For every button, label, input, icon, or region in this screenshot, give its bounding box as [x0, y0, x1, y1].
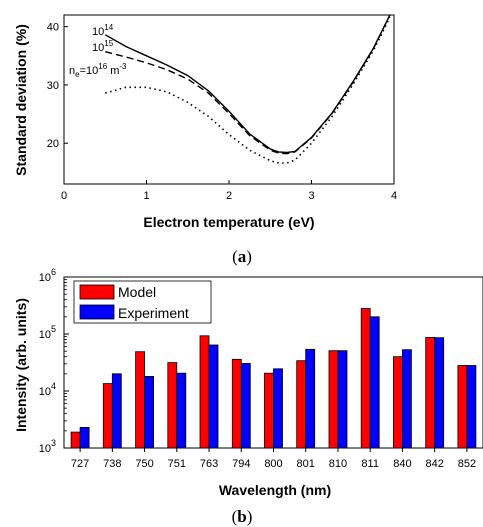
y-tick-label: 104 [39, 381, 56, 398]
y-tick-label: 106 [39, 267, 56, 284]
bar-model-751 [167, 362, 178, 449]
bar-model-750 [135, 351, 146, 449]
x-tick-label: 2 [226, 190, 232, 202]
x-tick-label: 794 [232, 458, 250, 470]
bar-experiment-801 [305, 348, 316, 449]
bar-experiment-852 [466, 365, 477, 449]
x-tick-label: 763 [200, 458, 218, 470]
legend-swatch-experiment [79, 304, 115, 320]
y-tick-label: 105 [39, 324, 56, 341]
series-line-2 [105, 16, 391, 164]
bar-experiment-842 [434, 337, 445, 449]
y-axis-title-b: Intensity (arb. units) [13, 298, 29, 432]
bar-model-800 [264, 372, 274, 449]
panel-b-caption: (b) [232, 507, 253, 526]
bar-experiment-811 [369, 316, 380, 449]
x-tick-label: 751 [168, 458, 186, 470]
bar-model-727 [70, 431, 81, 449]
bar-experiment-751 [176, 372, 187, 449]
bar-experiment-840 [401, 349, 412, 449]
legend-label-model: Model [118, 284, 156, 300]
bar-model-840 [392, 356, 403, 449]
panel-a: 0 1 2 3 4 20 30 40 1014 1015 ne=1016 m-3 Electr… [13, 14, 397, 266]
x-axis-title-b: Wavelength (nm) [219, 482, 331, 498]
x-tick-label: 842 [425, 458, 443, 470]
x-tick-label: 750 [135, 458, 153, 470]
series-label-1e15: 1015 [92, 39, 114, 54]
x-tick-label: 810 [329, 458, 347, 470]
legend-label-experiment: Experiment [118, 305, 189, 321]
y-tick-label: 30 [47, 80, 59, 92]
y-tick-label: 103 [39, 438, 56, 455]
legend: Model Experiment [73, 280, 212, 324]
panel-b: 727 738 750 751 763 794 800 801 810 811 840 842 852 1… [13, 267, 483, 526]
panel-a-marks [104, 14, 391, 164]
panel-a-ticks: 0 1 2 3 4 20 30 40 [47, 22, 397, 202]
bar-model-811 [360, 308, 371, 449]
bar-model-842 [425, 336, 436, 449]
x-tick-label: 852 [458, 458, 476, 470]
x-tick-label: 1 [143, 190, 149, 202]
bar-model-763 [199, 335, 210, 449]
y-axis-title: Standard deviation (%) [13, 24, 29, 176]
x-tick-label: 840 [393, 458, 411, 470]
bar-experiment-727 [79, 426, 90, 449]
bar-experiment-794 [240, 362, 251, 449]
series-label-1e14: 1014 [92, 23, 114, 38]
x-tick-label: 0 [61, 190, 67, 202]
panel-a-caption: (a) [232, 247, 252, 266]
x-tick-label: 738 [103, 458, 121, 470]
y-tick-label: 20 [47, 138, 59, 150]
series-line-1 [105, 14, 391, 155]
panel-b-ticks: 727 738 750 751 763 794 800 801 810 811 840 842 852 1… [39, 267, 476, 470]
bar-model-810 [328, 350, 339, 449]
bar-model-738 [102, 383, 113, 449]
x-tick-label: 727 [71, 458, 89, 470]
bar-experiment-763 [208, 344, 219, 449]
x-tick-label: 811 [361, 458, 379, 470]
panel-a-plot-frame [63, 14, 395, 185]
panel-b-marks [70, 308, 477, 449]
x-tick-label: 3 [308, 190, 314, 202]
series-label-1e16: ne=1016 m-3 [69, 62, 127, 79]
bar-model-794 [231, 358, 242, 449]
x-tick-label: 800 [264, 458, 282, 470]
bar-experiment-810 [337, 350, 348, 449]
series-line-0 [104, 14, 391, 154]
bar-model-801 [296, 360, 307, 449]
bar-experiment-800 [273, 368, 283, 449]
legend-swatch-model [79, 284, 115, 300]
y-tick-label: 40 [47, 22, 59, 34]
x-tick-label: 4 [391, 190, 397, 202]
bar-experiment-738 [111, 373, 122, 449]
bar-model-852 [457, 365, 468, 449]
x-tick-label: 801 [297, 458, 315, 470]
bar-experiment-750 [144, 375, 155, 449]
x-axis-title: Electron temperature (eV) [143, 214, 314, 230]
